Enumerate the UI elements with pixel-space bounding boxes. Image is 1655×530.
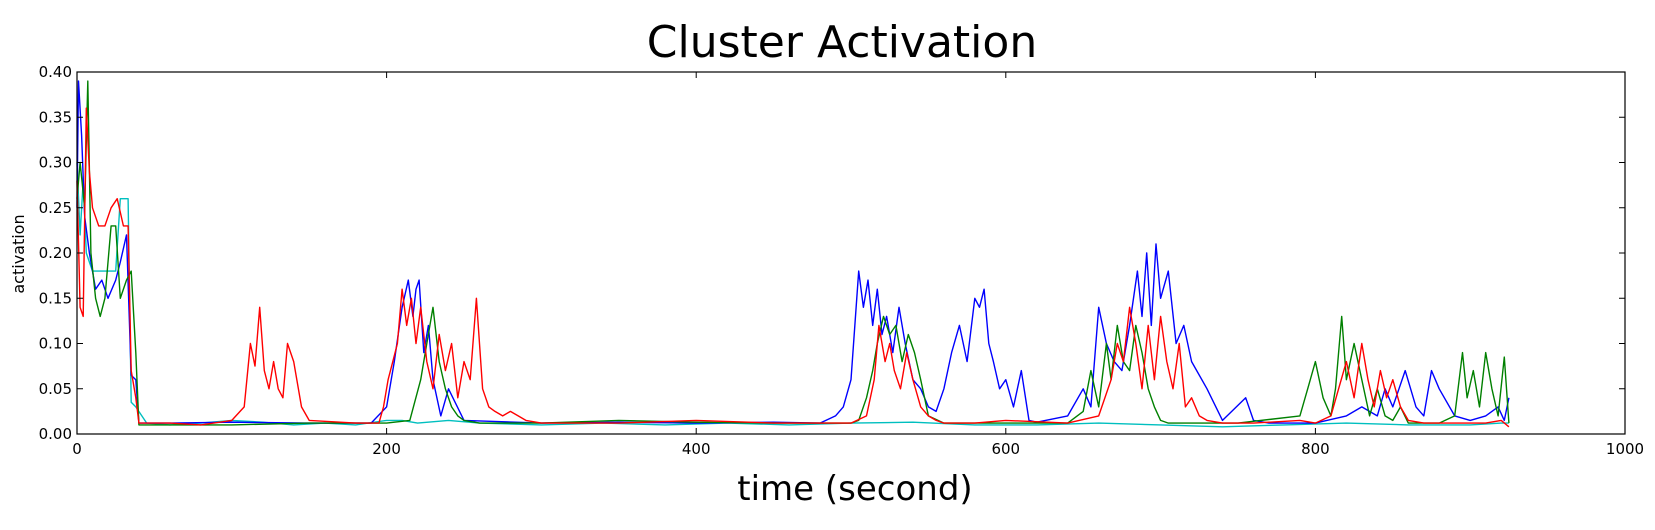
x-tick-label: 800 — [1301, 440, 1330, 458]
y-axis-label: activation — [9, 214, 28, 293]
y-tick-label: 0.05 — [39, 380, 72, 398]
y-tick-label: 0.10 — [39, 335, 72, 353]
y-tick-label: 0.30 — [39, 154, 72, 172]
y-tick-label: 0.25 — [39, 199, 72, 217]
y-tick-label: 0.40 — [39, 63, 72, 81]
x-tick-label: 0 — [72, 440, 82, 458]
x-tick-label: 600 — [991, 440, 1020, 458]
series-layer — [76, 80, 1510, 428]
x-axis-label: time (second) — [737, 469, 972, 509]
x-tick-label: 1000 — [1606, 440, 1644, 458]
y-tick-label: 0.35 — [39, 108, 72, 126]
chart-title: Cluster Activation — [647, 17, 1037, 68]
series-line-1 — [76, 80, 1510, 424]
series-line-2 — [76, 80, 1510, 426]
y-tick-label: 0.20 — [39, 244, 72, 262]
y-tick-label: 0.15 — [39, 289, 72, 307]
axes-layer: 0 200 400 600 800 1000 0.00 0.05 0.10 0.15 0.20 0.2… — [39, 63, 1645, 458]
x-tick-label: 400 — [682, 440, 711, 458]
x-tick-label: 200 — [372, 440, 401, 458]
series-line-3 — [76, 107, 1510, 428]
y-tick-label: 0.00 — [39, 425, 72, 443]
series-line-0 — [76, 162, 1509, 428]
